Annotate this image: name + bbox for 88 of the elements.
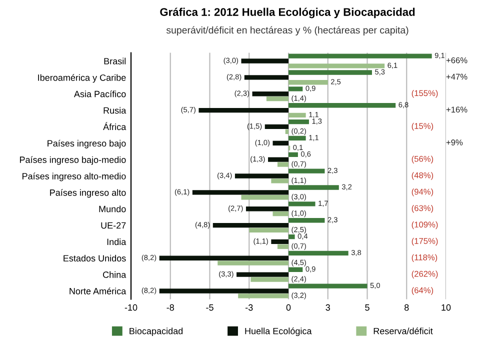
y-tick-label: India <box>107 238 126 246</box>
bar <box>234 174 288 178</box>
text: +47% <box>446 74 468 80</box>
bar <box>288 250 348 256</box>
y-tick-label: Países ingreso bajo-medio <box>20 156 126 165</box>
x-tick-label: 0 <box>286 304 291 311</box>
bar <box>288 112 306 118</box>
y-tick-label: Norte América <box>70 288 126 294</box>
y-tick-label: Mundo <box>99 206 126 212</box>
bar <box>244 75 288 80</box>
y-tick-label: Rusia <box>104 107 126 114</box>
y-tick-label: Iberoamérica y Caribe <box>38 74 126 83</box>
annotation: (64%) <box>412 287 434 295</box>
bar <box>252 92 288 96</box>
bar <box>288 136 306 141</box>
legend-label: Huella Ecológica <box>245 328 312 336</box>
y-tick-label: Brasil <box>104 58 126 64</box>
legend-label: Reserva/déficit <box>374 328 433 334</box>
bar <box>271 239 288 244</box>
x-tick-label: -10 <box>124 304 138 311</box>
bar <box>285 129 288 134</box>
annotation: (155%) <box>412 90 438 98</box>
bar <box>288 234 295 240</box>
text: +16% <box>446 106 468 113</box>
bar <box>249 228 288 233</box>
y-tick-label: Países ingreso bajo <box>48 140 126 148</box>
bar <box>288 119 309 124</box>
bar <box>198 108 288 113</box>
bar <box>192 190 288 195</box>
bar <box>218 260 288 266</box>
bar <box>272 211 288 216</box>
bar <box>288 70 372 75</box>
y-tick-label: Países ingreso alto <box>50 189 126 198</box>
y-tick-label: África <box>103 122 126 130</box>
bar <box>212 222 288 228</box>
x-tick-label: -8 <box>166 304 174 311</box>
bar <box>272 140 288 146</box>
text: +66% <box>446 57 468 64</box>
bar <box>277 162 288 167</box>
bar <box>288 80 328 85</box>
bar <box>277 244 288 249</box>
annotation: (56%) <box>412 156 434 164</box>
bar <box>264 124 288 130</box>
y-tick-label: Países ingreso alto-medio <box>22 172 126 182</box>
annotation: (94%) <box>412 188 434 196</box>
x-tick-label: 8 <box>404 304 409 311</box>
bar <box>268 157 288 162</box>
bar <box>246 206 288 212</box>
text: +9% <box>446 139 463 146</box>
y-tick-label: UE-27 <box>101 222 126 229</box>
bar <box>241 58 288 64</box>
x-tick-label: 3 <box>326 304 330 311</box>
x-tick-label: 5 <box>365 304 370 311</box>
bar <box>288 152 298 157</box>
annotation: (118%) <box>412 254 438 262</box>
bar <box>271 178 288 184</box>
x-tick-label: -5 <box>206 304 214 311</box>
annotation: (48%) <box>412 172 434 180</box>
bar <box>238 294 288 298</box>
chart-title: Gráfica 1: 2012 Huella Ecológica y Biocapacidad <box>160 8 415 18</box>
bar <box>288 86 303 92</box>
bar <box>236 272 288 277</box>
annotation: (109%) <box>412 221 438 230</box>
y-tick-label: Asia Pacífico <box>74 90 126 98</box>
bar <box>288 284 368 288</box>
bar <box>288 202 316 206</box>
bar <box>159 288 288 294</box>
annotation: (262%) <box>412 270 438 278</box>
bar <box>159 256 288 260</box>
bar <box>288 54 432 58</box>
bar <box>266 96 288 102</box>
bar <box>241 195 288 200</box>
bar <box>288 218 325 223</box>
legend-label: Biocapacidad <box>130 328 183 336</box>
x-tick-label: -3 <box>246 304 253 311</box>
annotation: (63%) <box>412 204 434 213</box>
bar <box>250 277 288 282</box>
y-tick-label: Estados Unidos <box>64 254 126 262</box>
y-tick-label: China <box>103 271 126 278</box>
chart-subtitle: superávit/déficit en hectáreas y % (hectáreas per capita) <box>166 26 408 36</box>
annotation: (175%) <box>412 238 438 246</box>
annotation: (15%) <box>412 122 434 131</box>
bar <box>288 185 339 190</box>
bar <box>288 168 325 174</box>
bar <box>288 103 396 108</box>
bar <box>288 267 303 272</box>
x-tick-label: 10 <box>442 304 451 311</box>
bar <box>288 64 385 68</box>
